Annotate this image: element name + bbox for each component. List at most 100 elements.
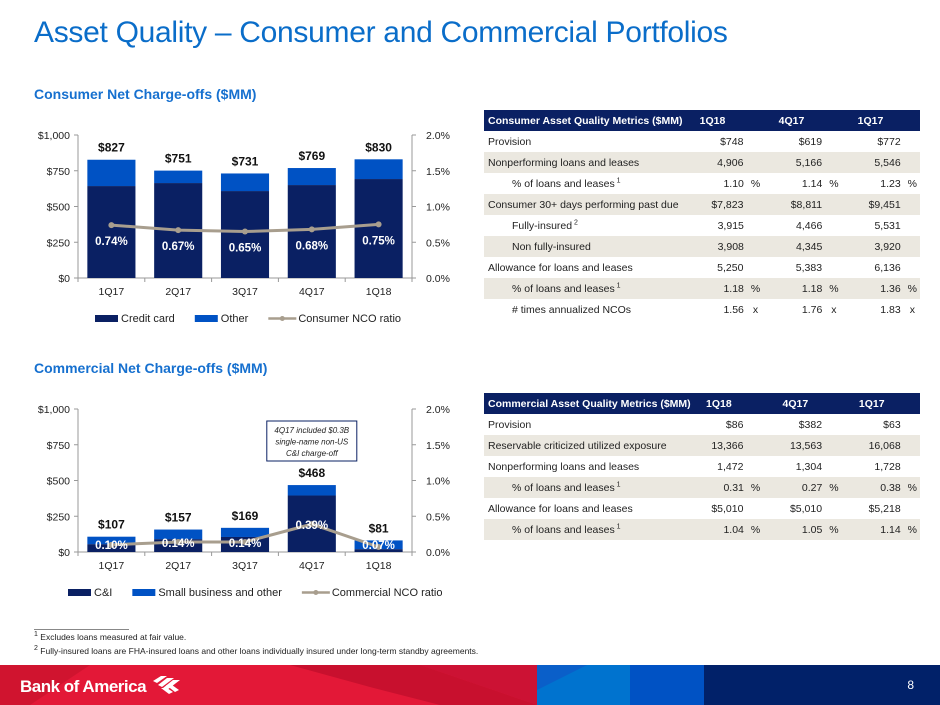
cell-value: $5,218	[868, 502, 901, 515]
cell-value: 4,345	[796, 240, 823, 253]
cell-value: 1,304	[795, 460, 823, 473]
bar-total-label: $830	[365, 140, 392, 154]
table-row: % of loans and leases 1 0.31% 0.27% 0.38%	[484, 477, 920, 498]
legend-label: Commercial NCO ratio	[332, 587, 443, 599]
nco-ratio-label: 0.14%	[229, 538, 262, 550]
nco-ratio-point	[108, 222, 115, 229]
annotation-text: single-name non-US	[275, 438, 349, 447]
bar-segment-secondary	[287, 485, 336, 496]
row-label: Allowance for loans and leases	[488, 261, 633, 274]
cell-value: 5,546	[874, 156, 901, 169]
footer-shape	[420, 665, 537, 705]
cell-value: 3,920	[874, 240, 901, 253]
table-row: # times annualized NCOs 1.56 x 1.76 x 1.83 x	[484, 299, 920, 320]
footer-shape	[537, 665, 587, 690]
legend-label: Other	[221, 313, 249, 325]
column-header: 1Q17	[857, 114, 884, 127]
table-row: % of loans and leases 1 1.10% 1.14% 1.23%	[484, 173, 920, 194]
nco-ratio-label: 0.10%	[95, 540, 128, 552]
cell-value: 1.18	[723, 282, 744, 295]
footnote-text: Fully-insured loans are FHA-insured loan…	[40, 646, 479, 656]
cell-value: 3,915	[717, 219, 744, 232]
cell-unit: %	[829, 282, 839, 295]
y-tick-label: $750	[47, 440, 71, 452]
cell-unit: x	[909, 303, 915, 316]
y2-tick-label: 0.5%	[426, 237, 450, 249]
legend-swatch	[194, 315, 218, 322]
annotation-text: 4Q17 included $0.3B	[274, 426, 349, 435]
cell-value: 4,906	[717, 156, 744, 169]
table-row: Consumer 30+ days performing past due $7,…	[484, 194, 920, 215]
cell-value: 1.56	[723, 303, 744, 316]
commercial-metrics-table: Commercial Asset Quality Metrics ($MM) 1Q…	[484, 393, 920, 540]
consumer-table-header: Consumer Asset Quality Metrics ($MM) 1Q18…	[484, 110, 920, 131]
cell-value: 1.04	[723, 523, 744, 536]
bar-total-label: $169	[232, 509, 259, 523]
row-label: Nonperforming loans and leases	[488, 156, 640, 169]
y-tick-label: $0	[58, 547, 70, 559]
row-label: % of loans and leases 1	[512, 523, 621, 536]
legend-label: Small business and other	[158, 587, 282, 599]
nco-ratio-label: 0.68%	[295, 240, 328, 252]
bar-segment-secondary	[87, 159, 136, 187]
nco-ratio-point	[108, 541, 115, 548]
y-tick-label: $500	[47, 476, 71, 488]
x-tick-label: 1Q18	[366, 560, 392, 572]
bar-segment-secondary	[354, 159, 403, 180]
nco-ratio-point	[242, 228, 248, 235]
bar-total-label: $827	[98, 141, 125, 155]
x-tick-label: 3Q17	[232, 286, 258, 298]
nco-ratio-label: 0.75%	[362, 235, 395, 247]
legend-swatch	[95, 315, 118, 322]
y2-tick-label: 1.5%	[426, 166, 450, 178]
bar-segment-primary	[354, 179, 403, 278]
cell-unit: %	[907, 481, 918, 494]
cell-value: 13,366	[711, 439, 744, 452]
footnote-ref: 2	[572, 219, 578, 226]
cell-value: $5,010	[789, 502, 823, 515]
nco-ratio-point	[242, 538, 248, 545]
nco-ratio-point	[375, 543, 382, 550]
cell-unit: x	[752, 303, 759, 316]
row-label: % of loans and leases 1	[512, 282, 621, 295]
bar-total-label: $731	[232, 154, 259, 168]
row-label: Fully-insured 2	[512, 219, 578, 232]
flag-stripes-icon	[153, 676, 181, 694]
y-tick-label: $250	[47, 511, 71, 523]
x-tick-label: 4Q17	[299, 560, 325, 572]
y-tick-label: $1,000	[38, 130, 70, 142]
cell-value: $8,811	[790, 198, 823, 211]
nco-ratio-point	[308, 226, 315, 233]
cell-value: 0.38	[880, 481, 901, 494]
cell-value: $63	[883, 418, 901, 431]
bar-total-label: $769	[298, 149, 325, 163]
cell-value: 1.18	[801, 282, 823, 295]
table-row: Fully-insured 2 3,915 4,466 5,531	[484, 215, 920, 236]
cell-value: 1.36	[880, 282, 901, 295]
cell-value: 6,136	[874, 261, 901, 274]
commercial-chart-title: Commercial Net Charge-offs ($MM)	[34, 360, 268, 376]
nco-ratio-label: 0.39%	[295, 520, 328, 532]
footer-mid-blue-segment	[630, 665, 704, 705]
bar-total-label: $157	[165, 511, 192, 525]
legend-label: C&I	[94, 587, 112, 599]
cell-value: 16,068	[868, 439, 901, 452]
x-tick-label: 1Q17	[99, 286, 125, 298]
cell-unit: %	[907, 177, 918, 190]
nco-ratio-label: 0.65%	[229, 243, 262, 255]
cell-unit: %	[750, 523, 761, 536]
cell-value: 4,466	[796, 219, 823, 232]
brand-name: Bank of America	[20, 677, 147, 696]
page-number: 8	[907, 678, 914, 692]
y2-tick-label: 0.5%	[426, 511, 450, 523]
cell-value: 1.10	[723, 177, 744, 190]
column-header: 1Q17	[858, 397, 885, 410]
cell-value: $748	[720, 135, 744, 148]
x-tick-label: 1Q17	[99, 560, 125, 572]
y-tick-label: $1,000	[38, 404, 70, 416]
bar-segment-secondary	[154, 170, 203, 184]
row-label: Consumer 30+ days performing past due	[488, 198, 679, 211]
footer-diagonal-shapes	[0, 665, 537, 705]
nco-ratio-label: 0.07%	[362, 540, 395, 552]
y-tick-label: $750	[47, 166, 71, 178]
